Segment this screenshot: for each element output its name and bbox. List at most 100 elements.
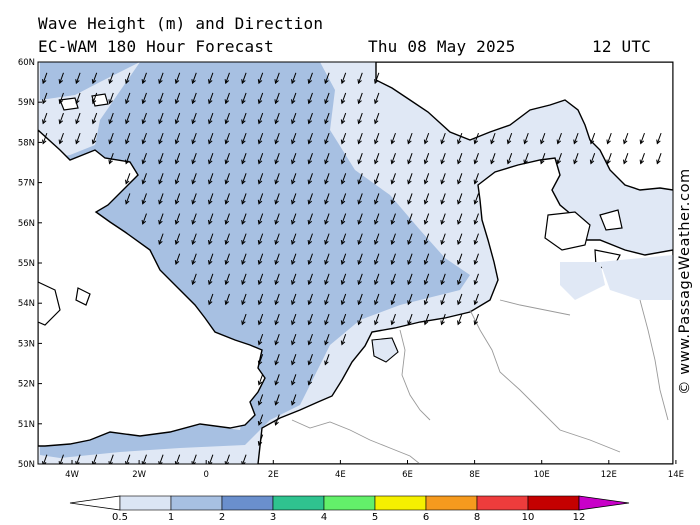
scale-segment: [119, 495, 172, 511]
wave-arrow: [125, 92, 131, 105]
wave-arrow: [324, 354, 330, 366]
wave-arrow: [274, 333, 280, 346]
scale-label: 2: [219, 512, 225, 523]
wave-arrow: [357, 273, 363, 286]
wave-arrow: [208, 213, 214, 225]
wave-arrow: [324, 112, 330, 125]
credit-label: © www.PassageWeather.com: [677, 168, 693, 395]
wave-arrow: [158, 193, 164, 205]
wave-arrow: [42, 92, 48, 105]
wave-arrow: [224, 233, 230, 245]
wave-arrow: [473, 193, 479, 205]
wave-arrow: [324, 132, 330, 145]
wave-arrow: [224, 273, 230, 286]
wave-arrow: [257, 374, 264, 386]
wave-arrow: [390, 273, 396, 286]
wave-arrow: [357, 313, 363, 326]
wave-arrow: [407, 293, 413, 306]
wave-arrow: [141, 454, 147, 464]
wave-arrow: [241, 153, 247, 165]
wave-arrow: [241, 193, 247, 205]
wave-arrow: [340, 132, 347, 145]
wave-arrow: [556, 132, 562, 145]
wave-arrow: [257, 354, 264, 366]
wave-arrow: [307, 112, 313, 125]
wave-arrow: [241, 112, 247, 125]
lat-label: 52N: [18, 380, 35, 390]
wave-arrow: [656, 132, 662, 145]
wave-arrow: [174, 213, 181, 225]
wave-arrow: [423, 173, 430, 185]
wave-arrow: [407, 313, 413, 326]
wave-arrow: [108, 72, 114, 85]
scale-label: 8: [474, 512, 480, 523]
color-scale: 0.5 1 2 3 4 5 6 8 10 12: [69, 495, 630, 523]
wave-arrow: [257, 72, 264, 85]
wave-arrow: [174, 454, 181, 464]
lon-label: 8E: [469, 470, 480, 480]
scale-label: 4: [321, 512, 327, 523]
lon-label: 6E: [402, 470, 413, 480]
wave-arrow: [340, 72, 347, 85]
wave-arrow: [58, 112, 64, 125]
wave-arrow: [241, 293, 247, 306]
wave-arrow: [390, 153, 396, 165]
wave-arrow: [108, 132, 114, 145]
lon-label: 0: [203, 470, 208, 480]
wave-arrow: [340, 153, 347, 165]
lat-label: 59N: [18, 98, 35, 108]
wave-arrow: [174, 112, 181, 125]
wave-arrow: [357, 132, 363, 145]
wave-arrow: [307, 92, 313, 105]
wave-arrow: [374, 193, 380, 205]
scale-label: 5: [372, 512, 378, 523]
wave-arrow: [241, 213, 247, 225]
wave-arrow: [224, 72, 230, 85]
wave-arrow: [75, 454, 81, 464]
wave-arrow: [257, 233, 264, 245]
wave-arrow: [374, 313, 380, 326]
wave-arrow: [457, 153, 463, 165]
wave-arrow: [224, 132, 230, 145]
wave-arrow: [158, 153, 164, 165]
wave-arrow: [191, 153, 197, 165]
wave-arrow: [357, 72, 363, 85]
wave-arrow: [390, 233, 396, 245]
wave-arrow: [75, 112, 81, 125]
wave-arrow: [125, 454, 131, 464]
lon-label: 4W: [65, 470, 79, 480]
wave-arrow: [125, 153, 131, 165]
wave-arrow: [473, 293, 479, 306]
wave-arrow: [257, 132, 264, 145]
wave-arrow: [340, 253, 347, 266]
wave-arrow: [291, 293, 297, 306]
wave-arrow: [357, 213, 363, 225]
wave-arrow: [158, 173, 164, 185]
wave-arrow: [141, 213, 147, 225]
wave-arrow: [390, 253, 396, 266]
wave-arrow: [224, 193, 230, 205]
wave-arrow: [174, 153, 181, 165]
wave-arrow: [174, 92, 181, 105]
wave-arrow: [457, 132, 463, 145]
wave-arrow: [291, 132, 297, 145]
wave-arrow: [125, 193, 131, 205]
wave-arrow: [374, 153, 380, 165]
wave-arrow: [257, 434, 264, 446]
wave-arrow: [241, 92, 247, 105]
wave-arrow: [91, 72, 98, 85]
scale-segment: [374, 495, 427, 511]
wave-arrow: [224, 293, 230, 306]
wave-arrow: [490, 153, 496, 165]
wave-arrow: [274, 72, 280, 85]
wave-arrow: [523, 132, 529, 145]
wave-arrow: [473, 253, 479, 266]
wave-arrow: [457, 253, 463, 266]
wave-arrow: [423, 293, 430, 306]
wave-arrow: [291, 354, 297, 366]
wave-arrow: [241, 132, 247, 145]
wave-arrow: [257, 213, 264, 225]
wave-arrow: [324, 293, 330, 306]
wave-arrow: [307, 193, 313, 205]
scale-label: 3: [270, 512, 276, 523]
